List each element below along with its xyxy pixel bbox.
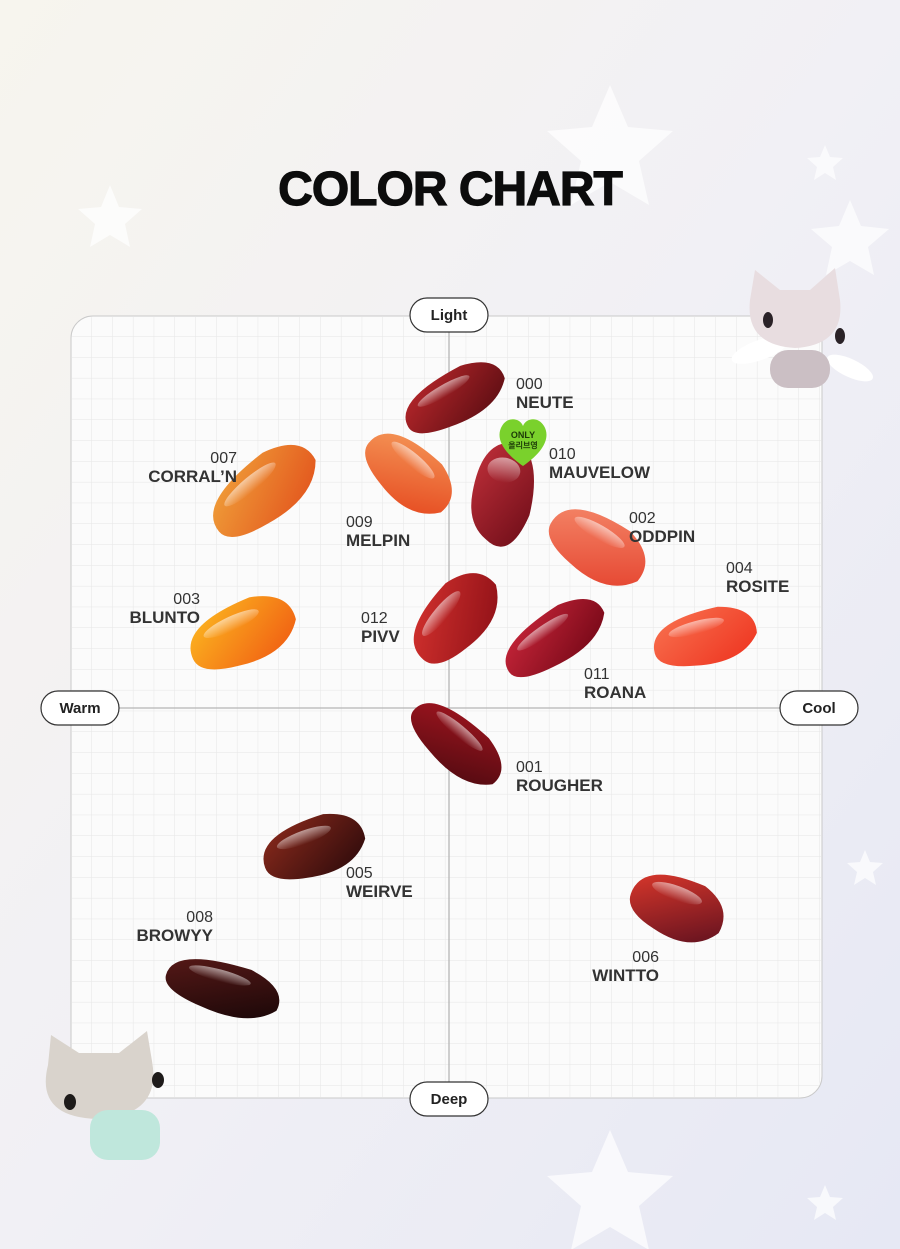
- swatch-body: [505, 599, 605, 678]
- swatch-body: [213, 444, 316, 537]
- swatch: [190, 596, 296, 670]
- swatch: [165, 959, 280, 1019]
- item-code: 000: [516, 376, 543, 393]
- item-code: 010: [549, 446, 576, 463]
- axis-pill: [779, 690, 859, 726]
- item-code: 011: [584, 666, 610, 683]
- swatch-body: [548, 509, 646, 586]
- axis-label: Cool: [802, 700, 835, 717]
- swatch-shine: [276, 825, 331, 850]
- item-code: 002: [629, 510, 656, 527]
- swatch: [405, 362, 505, 434]
- swatch-body: [405, 362, 505, 434]
- swatch-body: [263, 813, 366, 880]
- swatch-shine: [436, 711, 483, 751]
- axis-pill: [409, 297, 489, 333]
- item-code: 004: [726, 560, 753, 577]
- swatch-shine: [189, 965, 251, 986]
- swatch: [629, 874, 724, 943]
- swatch-body: [413, 573, 498, 664]
- item-code: 007: [210, 450, 237, 467]
- axis-label: Deep: [431, 1091, 468, 1108]
- axis-pill: [409, 1081, 489, 1117]
- item-code: 005: [346, 865, 373, 882]
- item-code: 001: [516, 759, 543, 776]
- swatch-shine: [203, 609, 259, 638]
- swatch-shine: [487, 457, 521, 483]
- swatch: [365, 433, 452, 514]
- item-name: ROSITE: [726, 577, 789, 596]
- item-name: MAUVELOW: [549, 463, 651, 482]
- item-name: PIVV: [361, 627, 400, 646]
- swatch: [653, 606, 757, 667]
- swatch: [505, 599, 605, 678]
- item-name: ROANA: [584, 683, 646, 702]
- axis-label: Light: [431, 307, 468, 324]
- item-name: BROWYY: [137, 926, 214, 945]
- swatch-shine: [668, 617, 724, 638]
- item-code: 003: [173, 591, 200, 608]
- swatch-body: [190, 596, 296, 670]
- swatch-body: [410, 703, 502, 785]
- swatch: [263, 813, 366, 880]
- item-name: MELPIN: [346, 531, 410, 550]
- swatch-shine: [417, 375, 470, 407]
- swatch: [548, 509, 646, 586]
- top-mascot: [731, 268, 873, 388]
- item-name: ROUGHER: [516, 776, 603, 795]
- swatch-body: [165, 959, 280, 1019]
- item-code: 009: [346, 514, 373, 531]
- item-name: ODDPIN: [629, 527, 695, 546]
- swatch-shine: [422, 591, 461, 636]
- swatch-shine: [391, 441, 435, 479]
- swatch: [410, 703, 502, 785]
- axis-pill: [40, 690, 120, 726]
- swatch: [471, 442, 534, 547]
- swatch-shine: [574, 516, 625, 548]
- item-name: NEUTE: [516, 393, 574, 412]
- swatch-shine: [652, 881, 702, 905]
- swatch-body: [629, 874, 724, 943]
- item-name: CORRAL’N: [148, 467, 237, 486]
- item-code: 012: [361, 610, 388, 627]
- swatch-shine: [224, 462, 276, 507]
- swatch: [413, 573, 498, 664]
- item-name: WINTTO: [592, 966, 659, 985]
- swatch-body: [365, 433, 452, 514]
- axis-label: Warm: [59, 700, 100, 717]
- badge-line: 올리브영: [508, 440, 537, 450]
- bottom-mascot: [45, 1031, 164, 1160]
- badge-line: ONLY: [511, 430, 535, 440]
- item-code: 008: [186, 909, 213, 926]
- swatch-shine: [517, 613, 569, 651]
- item-name: WEIRVE: [346, 882, 413, 901]
- item-code: 006: [632, 949, 659, 966]
- stars: [78, 85, 889, 1249]
- swatch-body: [653, 606, 757, 667]
- item-name: BLUNTO: [129, 608, 200, 627]
- badge-heart: [499, 419, 547, 466]
- title: COLOR CHART: [278, 163, 622, 216]
- swatch: [213, 444, 316, 537]
